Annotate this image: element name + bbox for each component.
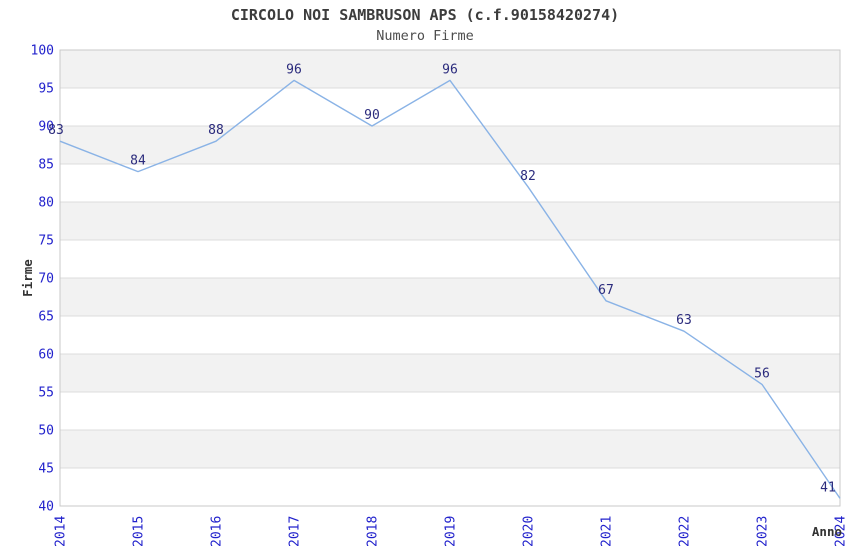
x-tick-label: 2015 xyxy=(132,516,147,547)
y-tick-label: 70 xyxy=(38,272,54,287)
y-tick-label: 65 xyxy=(38,310,54,325)
y-tick-label: 40 xyxy=(38,500,54,515)
x-axis-title: Anno xyxy=(812,524,842,539)
point-label: 90 xyxy=(364,108,380,123)
point-label: 84 xyxy=(130,154,146,169)
band-row xyxy=(60,202,840,240)
band-row xyxy=(60,430,840,468)
y-tick-label: 75 xyxy=(38,234,54,249)
point-label: 56 xyxy=(754,366,770,381)
point-label: 96 xyxy=(286,62,302,77)
point-label: 83 xyxy=(48,123,64,138)
y-tick-label: 45 xyxy=(38,462,54,477)
x-axis-tick-labels: 2014 2015 2016 2017 2018 2019 2020 2021 2022 2023… xyxy=(54,516,849,547)
y-axis-title: Firme xyxy=(20,259,35,297)
point-label: 63 xyxy=(676,313,692,328)
x-tick-label: 2017 xyxy=(288,516,303,547)
plot-background-bands xyxy=(60,50,840,468)
point-label: 82 xyxy=(520,169,536,184)
y-tick-label: 50 xyxy=(38,424,54,439)
band-row xyxy=(60,50,840,88)
y-tick-label: 80 xyxy=(38,196,54,211)
chart-title: CIRCOLO NOI SAMBRUSON APS (c.f.901584202… xyxy=(231,6,619,24)
series-line xyxy=(59,79,841,499)
x-tick-label: 2024 xyxy=(834,516,849,547)
x-tick-label: 2022 xyxy=(678,516,693,547)
point-label: 88 xyxy=(208,123,224,138)
x-tick-label: 2020 xyxy=(522,516,537,547)
grid-lines xyxy=(60,87,840,469)
y-axis-tick-labels: 40 45 50 55 60 65 70 75 80 85 90 95 100 xyxy=(31,44,54,515)
band-row xyxy=(60,278,840,316)
data-point-labels: 83 84 88 96 90 96 82 67 63 56 41 xyxy=(48,62,836,495)
y-tick-label: 55 xyxy=(38,386,54,401)
chart-subtitle: Numero Firme xyxy=(376,28,474,44)
band-row xyxy=(60,126,840,164)
x-tick-label: 2023 xyxy=(756,516,771,547)
point-label: 41 xyxy=(820,480,836,495)
point-label: 96 xyxy=(442,62,458,77)
x-tick-label: 2018 xyxy=(366,516,381,547)
x-tick-label: 2014 xyxy=(54,516,69,547)
y-tick-label: 100 xyxy=(31,44,54,59)
y-tick-label: 60 xyxy=(38,348,54,363)
y-tick-label: 90 xyxy=(38,120,54,135)
x-tick-label: 2016 xyxy=(210,516,225,547)
point-label: 67 xyxy=(598,283,614,298)
plot-border xyxy=(59,49,841,507)
x-tick-label: 2019 xyxy=(444,516,459,547)
y-tick-label: 85 xyxy=(38,158,54,173)
x-tick-label: 2021 xyxy=(600,516,615,547)
y-tick-label: 95 xyxy=(38,82,54,97)
band-row xyxy=(60,354,840,392)
